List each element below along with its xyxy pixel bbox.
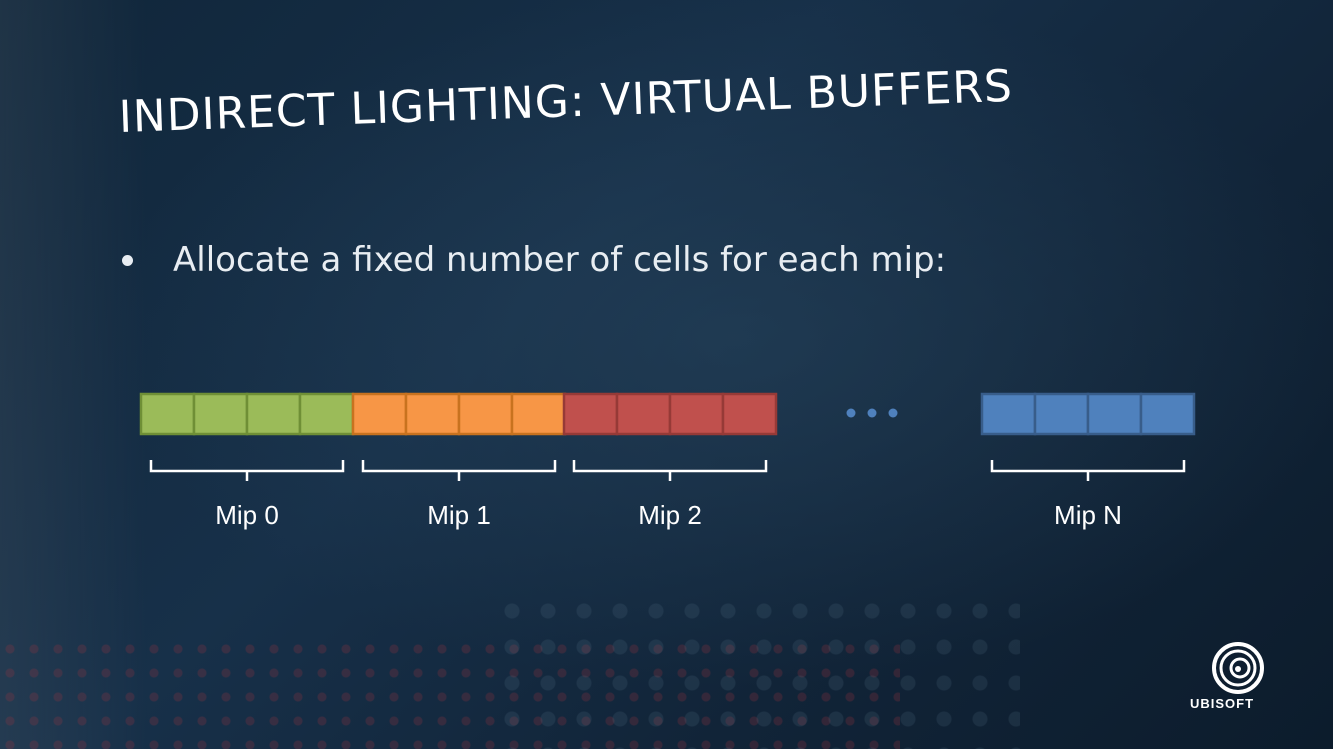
ellipsis-dot	[846, 408, 856, 418]
buffer-cell	[980, 392, 1037, 436]
bullet-text: Allocate a fixed number of cells for eac…	[173, 240, 947, 280]
buffer-cell	[457, 392, 514, 436]
buffer-cell	[404, 392, 461, 436]
buffer-cell	[721, 392, 778, 436]
mip-bracket	[990, 460, 1186, 481]
buffer-cell	[1033, 392, 1090, 436]
buffer-cell	[562, 392, 619, 436]
ellipsis-dot	[888, 408, 898, 418]
buffer-cell	[351, 392, 408, 436]
buffer-cell	[1139, 392, 1196, 436]
background-texture-bottom	[0, 639, 900, 749]
buffer-cell	[192, 392, 249, 436]
buffer-cell	[139, 392, 196, 436]
bullet-dot-icon	[122, 254, 133, 266]
mip-label: Mip 0	[215, 500, 279, 530]
bullet-item: Allocate a fixed number of cells for eac…	[122, 240, 946, 280]
logo-text: UBISOFT	[1190, 696, 1255, 711]
mip-label: Mip 1	[427, 500, 491, 530]
buffer-cell	[1086, 392, 1143, 436]
buffer-cell	[615, 392, 672, 436]
mip-label: Mip N	[1054, 500, 1122, 530]
buffer-cell	[298, 392, 355, 436]
ubisoft-swirl-icon	[1212, 642, 1264, 694]
ellipsis-dot	[867, 408, 877, 418]
mip-bracket	[361, 460, 557, 481]
background-stars	[500, 599, 1020, 749]
mip-bracket	[572, 460, 768, 481]
buffer-cell	[668, 392, 725, 436]
background-texture-left	[0, 0, 150, 749]
mip-label: Mip 2	[638, 500, 702, 530]
mip-bracket	[149, 460, 345, 481]
buffer-cell	[510, 392, 567, 436]
buffer-cell	[245, 392, 302, 436]
